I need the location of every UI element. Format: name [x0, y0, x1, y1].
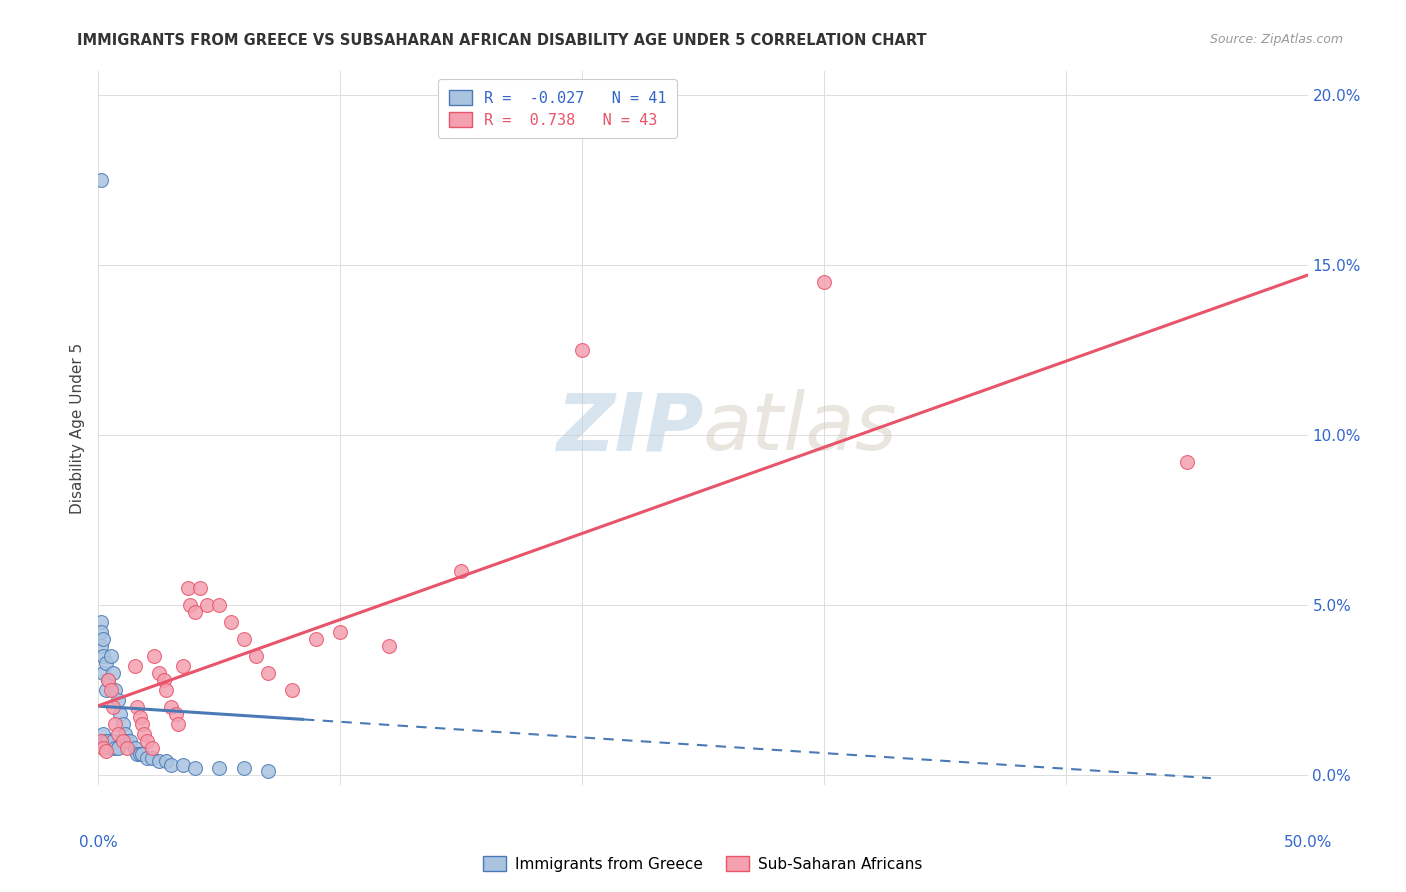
Point [101, 665, 124, 680]
Point [143, 648, 166, 663]
Point [305, 632, 328, 646]
Y-axis label: Disability Age Under 5: Disability Age Under 5 [69, 343, 84, 514]
Point [104, 716, 127, 731]
Point [101, 733, 124, 747]
Point [97, 673, 120, 687]
Point [94, 682, 117, 697]
Point [97, 673, 120, 687]
Point [117, 740, 139, 755]
Point [128, 747, 150, 762]
Point [188, 581, 211, 595]
Point [90, 639, 112, 653]
Point [90, 625, 112, 640]
Point [1175, 455, 1198, 469]
Point [135, 733, 157, 747]
Point [118, 733, 141, 747]
Point [208, 761, 231, 775]
Point [177, 581, 200, 595]
Point [114, 727, 136, 741]
Point [172, 659, 194, 673]
Point [91, 665, 114, 680]
Point [107, 693, 129, 707]
Point [141, 751, 163, 765]
Point [245, 648, 267, 663]
Point [281, 682, 304, 697]
Point [155, 754, 177, 768]
Text: 50.0%: 50.0% [1284, 835, 1331, 850]
Point [104, 682, 127, 697]
Point [131, 716, 153, 731]
Point [813, 275, 835, 289]
Point [155, 682, 177, 697]
Point [94, 733, 117, 747]
Point [91, 632, 114, 646]
Point [100, 740, 122, 755]
Point [94, 656, 117, 670]
Point [172, 757, 194, 772]
Point [90, 733, 112, 747]
Point [165, 706, 187, 721]
Point [256, 764, 278, 779]
Point [256, 665, 278, 680]
Point [160, 699, 183, 714]
Point [377, 639, 399, 653]
Point [184, 605, 207, 619]
Text: atlas: atlas [703, 389, 898, 467]
Point [117, 733, 139, 747]
Point [124, 740, 146, 755]
Point [152, 673, 174, 687]
Point [148, 665, 170, 680]
Text: ZIP: ZIP [555, 389, 703, 467]
Point [97, 733, 120, 747]
Point [160, 757, 183, 772]
Point [127, 747, 149, 762]
Point [91, 648, 114, 663]
Point [148, 754, 170, 768]
Point [184, 761, 207, 775]
Point [232, 632, 254, 646]
Point [195, 598, 218, 612]
Point [232, 761, 254, 775]
Point [131, 747, 153, 762]
Point [94, 744, 117, 758]
Point [91, 740, 114, 755]
Point [135, 751, 157, 765]
Point [141, 740, 163, 755]
Point [329, 625, 352, 640]
Text: IMMIGRANTS FROM GREECE VS SUBSAHARAN AFRICAN DISABILITY AGE UNDER 5 CORRELATION : IMMIGRANTS FROM GREECE VS SUBSAHARAN AFR… [77, 33, 927, 48]
Point [101, 699, 124, 714]
Point [90, 173, 112, 187]
Point [107, 740, 129, 755]
Text: 0.0%: 0.0% [79, 835, 118, 850]
Point [167, 716, 190, 731]
Point [107, 727, 129, 741]
Point [111, 733, 134, 747]
Text: Source: ZipAtlas.com: Source: ZipAtlas.com [1209, 33, 1343, 46]
Point [111, 716, 134, 731]
Point [221, 615, 243, 629]
Point [91, 727, 114, 741]
Point [450, 564, 472, 578]
Legend: Immigrants from Greece, Sub-Saharan Africans: Immigrants from Greece, Sub-Saharan Afri… [477, 850, 929, 878]
Point [100, 648, 122, 663]
Point [108, 706, 131, 721]
Point [90, 733, 112, 747]
Point [208, 598, 231, 612]
Point [100, 682, 122, 697]
Point [127, 699, 149, 714]
Point [90, 615, 112, 629]
Point [179, 598, 201, 612]
Point [134, 727, 156, 741]
Point [124, 659, 146, 673]
Point [104, 740, 127, 755]
Point [128, 710, 150, 724]
Point [571, 343, 593, 357]
